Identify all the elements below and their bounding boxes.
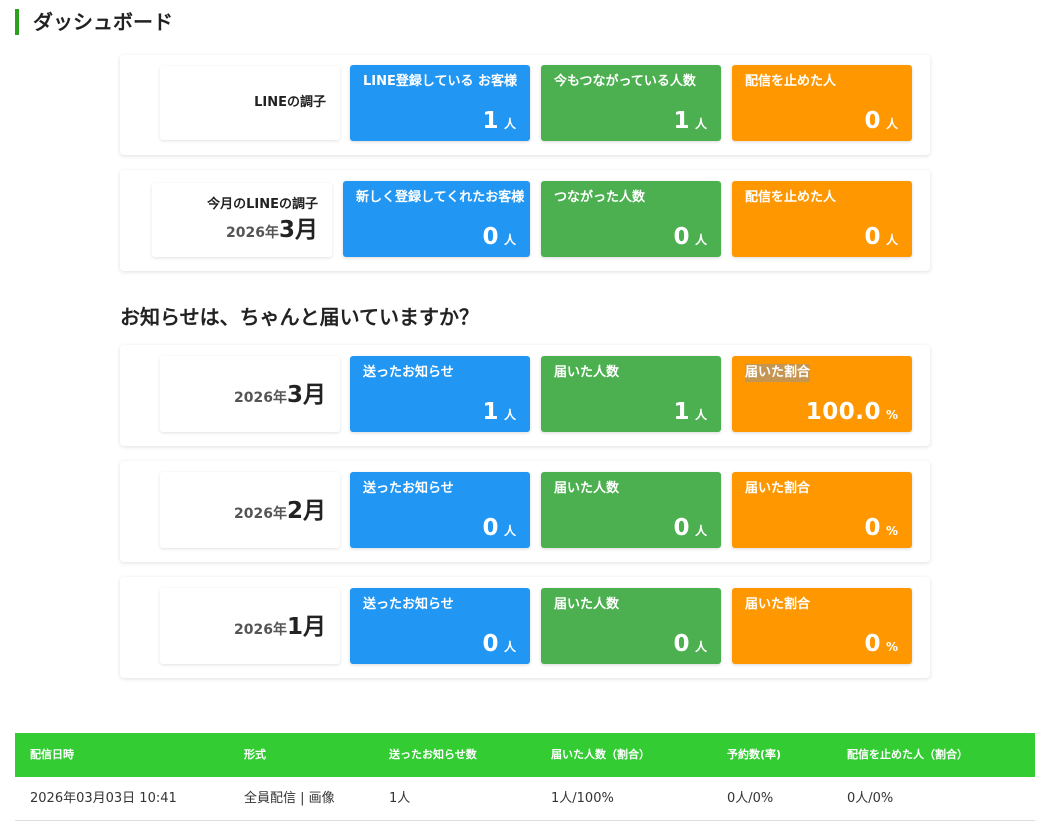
sent-notices-title: 送ったお知らせ xyxy=(363,481,454,496)
sent-notices-value: 0 xyxy=(482,631,499,657)
table-header-row: 配信日時 形式 送ったお知らせ数 届いた人数（割合） 予約数(率) 配信を止めた… xyxy=(15,733,1035,777)
monthly-status-year: 2026年 xyxy=(226,225,279,241)
delivery-month-year: 2026年 xyxy=(234,390,287,406)
blocked-count-title: 配信を止めた人 xyxy=(745,74,837,89)
new-registered-unit: 人 xyxy=(503,233,516,247)
cell-reserved: 0人/0% xyxy=(727,791,774,806)
delivered-count-value: 0 xyxy=(673,515,690,541)
cell-delivered: 1人/100% xyxy=(551,791,614,806)
sent-notices-unit: 人 xyxy=(503,640,516,654)
delivery-rate-value: 0 xyxy=(864,515,881,541)
delivery-rate-value: 100.0 xyxy=(805,399,881,425)
sent-notices-unit: 人 xyxy=(503,524,516,538)
delivery-month-label-card: 2026年 2月 xyxy=(160,472,340,548)
sent-notices-unit: 人 xyxy=(503,408,516,422)
connected-count-title: 今もつながっている人数 xyxy=(554,74,696,89)
sent-notices-title: 送ったお知らせ xyxy=(363,597,454,612)
delivery-month-label-card: 2026年 1月 xyxy=(160,588,340,664)
blocked-count-value: 0 xyxy=(864,108,881,134)
delivered-count-value: 0 xyxy=(673,631,690,657)
delivery-rate-unit: % xyxy=(885,524,898,538)
page-title: ダッシュボード xyxy=(15,9,173,35)
line-status-label-card: LINEの調子 xyxy=(160,66,340,140)
sent-notices-value: 1 xyxy=(482,399,499,425)
cell-sent: 1人 xyxy=(389,791,411,806)
delivered-count-title: 届いた人数 xyxy=(554,597,620,612)
monthly-blocked-value: 0 xyxy=(864,224,881,250)
delivery-month-year: 2026年 xyxy=(234,506,287,522)
monthly-connected-value: 0 xyxy=(673,224,690,250)
connected-count-value: 1 xyxy=(673,108,690,134)
delivery-month-month: 1月 xyxy=(286,614,326,640)
line-status-label: LINEの調子 xyxy=(254,95,326,110)
monthly-status-month: 3月 xyxy=(278,217,318,243)
monthly-connected-title: つながった人数 xyxy=(554,190,646,205)
delivered-count-unit: 人 xyxy=(694,640,707,654)
delivery-rate-card: 届いた割合 100.0% xyxy=(732,356,912,432)
delivery-rate-title: 届いた割合 xyxy=(745,364,811,382)
cell-date: 2026年03月03日 10:41 xyxy=(30,791,177,806)
monthly-blocked-unit: 人 xyxy=(885,233,898,247)
monthly-status-label-card: 今月のLINEの調子 2026年 3月 xyxy=(152,183,332,257)
sent-notices-value: 0 xyxy=(482,515,499,541)
new-registered-value: 0 xyxy=(482,224,499,250)
column-header-type: 形式 xyxy=(244,748,266,761)
delivered-count-value: 1 xyxy=(673,399,690,425)
registered-customers-title: LINE登録している お客様 xyxy=(363,74,518,89)
column-header-blocked: 配信を止めた人（割合） xyxy=(847,748,968,761)
delivered-count-unit: 人 xyxy=(694,408,707,422)
column-header-delivered: 届いた人数（割合） xyxy=(551,748,650,761)
delivery-rate-title: 届いた割合 xyxy=(745,597,811,612)
monthly-status-label: 今月のLINEの調子 xyxy=(207,197,318,212)
delivery-month-year: 2026年 xyxy=(234,622,287,638)
delivery-rate-card: 届いた割合 0% xyxy=(732,472,912,548)
delivery-rate-card: 届いた割合 0% xyxy=(732,588,912,664)
new-registered-title: 新しく登録してくれたお客様 xyxy=(356,190,525,205)
sent-notices-title: 送ったお知らせ xyxy=(363,365,454,380)
delivery-history-table: 配信日時 形式 送ったお知らせ数 届いた人数（割合） 予約数(率) 配信を止めた… xyxy=(15,733,1035,821)
delivery-rate-value: 0 xyxy=(864,631,881,657)
delivery-rate-unit: % xyxy=(885,408,898,422)
connected-count-unit: 人 xyxy=(694,117,707,131)
delivered-count-unit: 人 xyxy=(694,524,707,538)
column-header-reserved: 予約数(率) xyxy=(727,748,782,761)
delivery-rate-unit: % xyxy=(885,640,898,654)
delivery-month-month: 2月 xyxy=(286,498,326,524)
cell-blocked: 0人/0% xyxy=(847,791,894,806)
blocked-count-unit: 人 xyxy=(885,117,898,131)
registered-customers-value: 1 xyxy=(482,108,499,134)
table-row[interactable]: 2026年03月03日 10:41 全員配信 | 画像 1人 1人/100% 0… xyxy=(15,777,1035,821)
delivery-rate-title: 届いた割合 xyxy=(745,481,811,496)
cell-type: 全員配信 | 画像 xyxy=(244,791,335,806)
delivery-month-label-card: 2026年 3月 xyxy=(160,356,340,432)
column-header-date: 配信日時 xyxy=(30,748,74,761)
delivery-section-heading: お知らせは、ちゃんと届いていますか？ xyxy=(120,305,479,329)
delivered-count-title: 届いた人数 xyxy=(554,365,620,380)
monthly-blocked-title: 配信を止めた人 xyxy=(745,190,837,205)
column-header-sent: 送ったお知らせ数 xyxy=(389,748,477,761)
monthly-connected-unit: 人 xyxy=(694,233,707,247)
delivery-month-month: 3月 xyxy=(286,382,326,408)
delivered-count-title: 届いた人数 xyxy=(554,481,620,496)
registered-customers-unit: 人 xyxy=(503,117,516,131)
